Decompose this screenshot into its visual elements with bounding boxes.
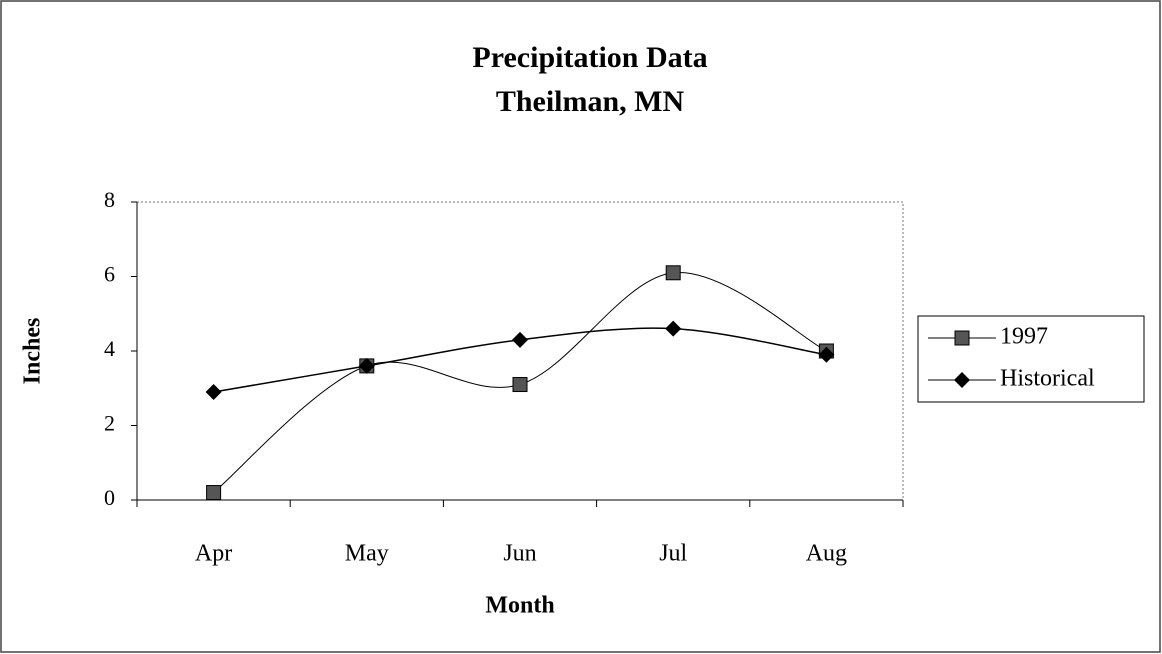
- legend-box: [917, 315, 1145, 403]
- legend-label: Historical: [1000, 366, 1095, 392]
- legend-marker: [954, 330, 970, 346]
- y-tick-label: 2: [104, 411, 115, 436]
- data-point: [818, 346, 835, 363]
- y-tick-label: 4: [104, 336, 115, 361]
- data-point: [206, 485, 222, 501]
- x-axis-label: Month: [485, 593, 554, 619]
- y-axis-label: Inches: [20, 318, 46, 385]
- x-tick-label: Jul: [659, 541, 687, 567]
- y-tick-label: 8: [104, 187, 115, 212]
- x-tick-label: May: [345, 541, 389, 567]
- legend-label: 1997: [1000, 324, 1048, 350]
- y-tick-label: 6: [104, 262, 115, 287]
- chart-title: Precipitation Data: [472, 41, 707, 74]
- data-point: [512, 377, 528, 393]
- y-tick-label: 0: [104, 485, 115, 510]
- data-point: [358, 357, 375, 374]
- data-point: [665, 265, 681, 281]
- data-point: [665, 320, 682, 337]
- x-tick-label: Apr: [195, 541, 232, 567]
- x-tick-label: Jun: [503, 541, 536, 567]
- data-point: [205, 383, 222, 400]
- legend-marker: [954, 372, 970, 388]
- x-tick-label: Aug: [806, 541, 847, 567]
- chart-subtitle: Theilman, MN: [496, 85, 685, 118]
- data-point: [512, 331, 528, 348]
